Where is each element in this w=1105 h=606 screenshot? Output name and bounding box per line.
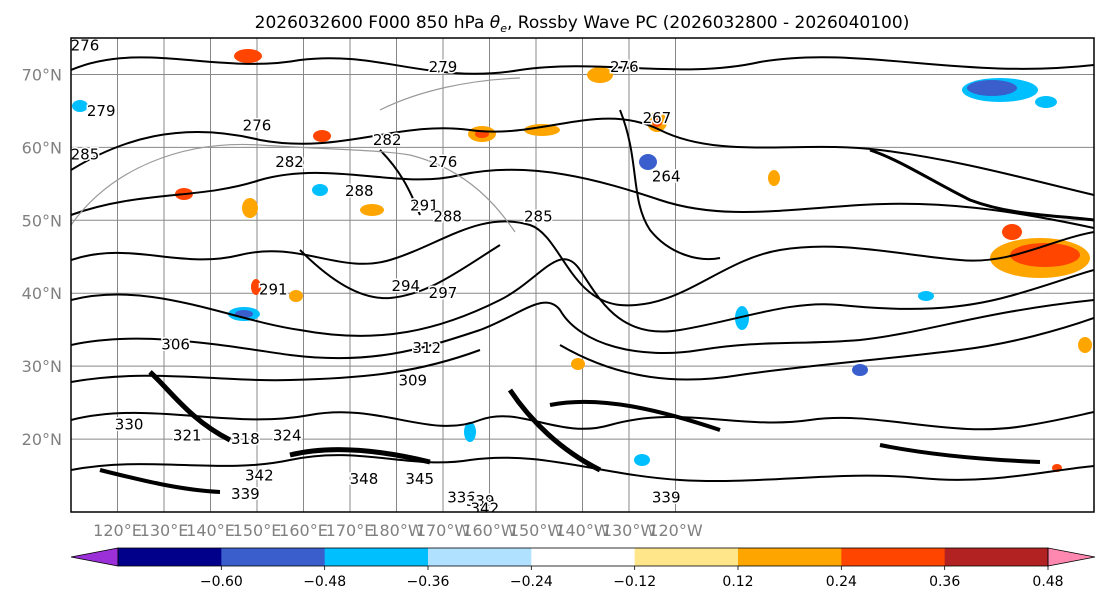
longitude-tick-label: 170°E xyxy=(326,521,375,540)
longitude-tick-label: 170°W xyxy=(416,521,471,540)
contour-label: 336 xyxy=(447,488,476,506)
latitude-labels: 70°N 60°N 50°N 40°N 30°N 20°N xyxy=(22,65,62,449)
contour-label: 294 xyxy=(391,277,420,295)
colorbar-segment xyxy=(118,548,222,566)
contour-label: 309 xyxy=(398,372,427,390)
contour-label: 291 xyxy=(410,197,439,215)
pc-shading xyxy=(72,49,1092,472)
contour-label: 285 xyxy=(524,208,553,226)
colorbar-tick-label: 0.24 xyxy=(826,574,857,590)
longitude-tick-label: 130°W xyxy=(602,521,657,540)
contour-label: 348 xyxy=(350,470,379,488)
contour-label: 324 xyxy=(273,426,302,444)
latitude-tick-label: 70°N xyxy=(22,65,62,84)
contour-label: 339 xyxy=(466,492,495,510)
contour-label: 288 xyxy=(433,208,462,226)
colorbar-extend-under xyxy=(70,547,119,567)
colorbar-tick-label: −0.12 xyxy=(613,574,656,590)
colorbar-tick-label: 0.12 xyxy=(722,574,753,590)
contour-label: 345 xyxy=(405,470,434,488)
colorbar-segment xyxy=(428,548,532,566)
longitude-tick-label: 140°E xyxy=(186,521,235,540)
latitude-tick-label: 50°N xyxy=(22,211,62,230)
contour-label: 312 xyxy=(412,339,441,357)
colorbar-segment xyxy=(221,548,326,566)
contour-label: 279 xyxy=(429,58,458,76)
colorbar-tick-label: −0.60 xyxy=(200,574,243,590)
contour-label: 339 xyxy=(652,488,681,506)
colorbar-tick-label: −0.36 xyxy=(407,574,450,590)
latitude-tick-label: 60°N xyxy=(22,138,62,157)
longitude-labels: 120°E130°E140°E150°E160°E170°E180°W170°W… xyxy=(93,521,703,540)
contour-label: 276 xyxy=(243,117,272,135)
longitude-tick-label: 160°E xyxy=(279,521,328,540)
contour-label: 330 xyxy=(115,415,144,433)
colorbar-tick-label: 0.36 xyxy=(929,574,960,590)
contour-label: 318 xyxy=(231,430,260,448)
contour-label: 288 xyxy=(345,182,374,200)
longitude-tick-label: 130°E xyxy=(140,521,189,540)
contour-label: 297 xyxy=(429,284,458,302)
contour-label: 282 xyxy=(275,153,304,171)
projection-arcs xyxy=(71,77,521,233)
map-frame xyxy=(70,37,1095,513)
longitude-tick-label: 120°W xyxy=(648,521,703,540)
colorbar-outline xyxy=(117,547,1049,567)
longitude-tick-label: 160°W xyxy=(462,521,517,540)
longitude-tick-label: 150°E xyxy=(233,521,282,540)
colorbar-segment xyxy=(738,548,842,566)
colorbar-tick-label: −0.48 xyxy=(303,574,346,590)
contour-label: 291 xyxy=(259,281,288,299)
colorbar-segment xyxy=(531,548,636,566)
contour-label: 264 xyxy=(652,168,681,186)
contour-label: 276 xyxy=(610,58,639,76)
contour-label: 339 xyxy=(231,485,260,503)
colorbar-tick-label: −0.24 xyxy=(510,574,553,590)
contour-label: 306 xyxy=(161,335,190,353)
contour-label: 342 xyxy=(245,467,274,485)
colorbar: −0.60 −0.48 −0.36 −0.24 −0.12 0.12 0.24 0.36 0.4… xyxy=(70,547,1096,590)
contour-label: 276 xyxy=(71,36,100,54)
theta-e-contours xyxy=(71,56,1094,494)
longitude-tick-label: 120°E xyxy=(93,521,142,540)
chart-title: 2026032600 F000 850 hPa θe, Rossby Wave … xyxy=(255,13,910,35)
longitude-tick-label: 150°W xyxy=(509,521,564,540)
latitude-tick-label: 20°N xyxy=(22,430,62,449)
contour-label: 282 xyxy=(373,131,402,149)
contour-label: 285 xyxy=(71,146,100,164)
contour-label: 342 xyxy=(471,499,500,517)
contour-label: 279 xyxy=(87,102,116,120)
contour-label: 276 xyxy=(429,153,458,171)
contour-label: 267 xyxy=(643,109,672,127)
colorbar-segment xyxy=(634,548,739,566)
colorbar-segment xyxy=(944,548,1049,566)
colorbar-extend-over xyxy=(1047,547,1096,567)
colorbar-segment xyxy=(324,548,429,566)
latitude-tick-label: 40°N xyxy=(22,284,62,303)
colorbar-segment xyxy=(841,548,946,566)
longitude-tick-label: 140°W xyxy=(555,521,610,540)
longitude-tick-label: 180°W xyxy=(369,521,424,540)
contour-label: 321 xyxy=(173,426,202,444)
colorbar-tick-label: 0.48 xyxy=(1032,574,1063,590)
latitude-tick-label: 30°N xyxy=(22,357,62,376)
